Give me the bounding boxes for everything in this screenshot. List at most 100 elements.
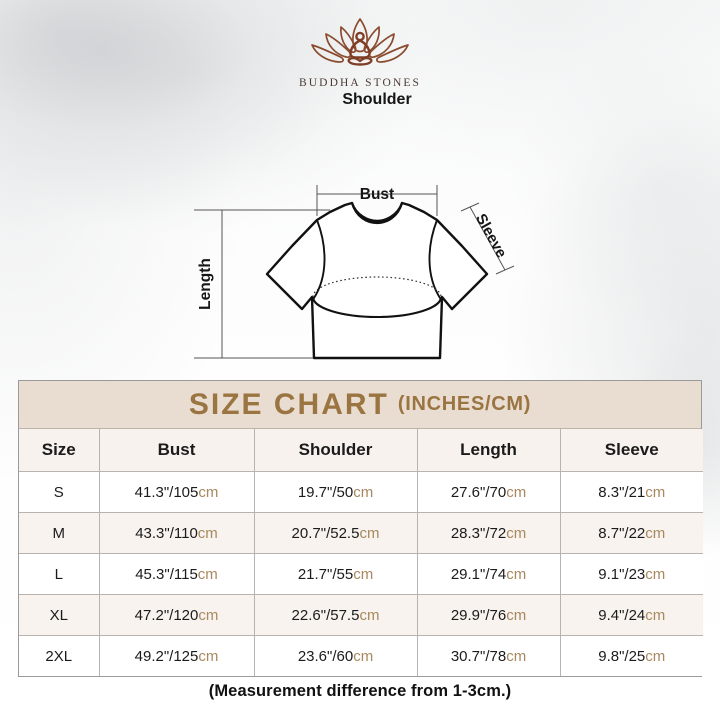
length-value: 30.7"/78 [450,647,507,665]
sleeve-value: 8.3"/21 [598,483,646,501]
cell-sleeve: 8.7"/22cm [559,512,703,554]
sleeve-label: Sleeve [472,211,510,261]
length-label: Length [197,258,214,310]
cell-length: 29.1"/74cm [416,553,561,595]
shoulder-value: 20.7"/52.5 [291,524,360,542]
cell-shoulder: 20.7"/52.5cm [253,512,418,554]
bust-value: 49.2"/125 [134,647,199,665]
size-chart-card: SIZE CHART (INCHES/CM) Size Bust Shoulde… [18,380,703,677]
cell-length: 29.9"/76cm [416,594,561,636]
sleeve-value: 9.4"/24 [598,606,646,624]
bust-ellipse-front [311,296,443,319]
shoulder-value: 22.6"/57.5 [291,606,360,624]
cell-length: 28.3"/72cm [416,512,561,554]
sleeve-value: 9.1"/23 [598,565,646,583]
bust-value: 41.3"/105 [134,483,199,501]
shoulder-label: Shoulder [342,91,411,108]
sleeve-dimension-line [460,202,515,275]
sleeve-unit: cm [645,524,666,542]
length-value: 29.9"/76 [450,606,507,624]
cell-size: 2XL [19,635,100,676]
length-unit: cm [506,647,527,665]
cell-shoulder: 22.6"/57.5cm [253,594,418,636]
bust-unit: cm [197,565,218,583]
table-row: L 45.3"/115cm 21.7"/55cm 29.1"/74cm 9.1"/23c… [19,553,703,595]
length-unit: cm [506,606,527,624]
cell-sleeve: 8.3"/21cm [559,471,703,513]
bust-unit: cm [198,483,219,501]
tshirt-outline-icon: Shoulder Length Sleeve [194,91,515,360]
bust-unit: cm [198,606,219,624]
cell-size: XL [19,594,100,636]
bust-unit: cm [198,647,219,665]
sleeve-unit: cm [645,606,666,624]
cell-shoulder: 21.7"/55cm [253,553,418,595]
table-row: M 43.3"/110cm 20.7"/52.5cm 28.3"/72cm 8.7"/2… [19,512,703,554]
cell-bust: 49.2"/125cm [98,635,255,676]
shoulder-dimension-line [316,185,438,216]
brand-name: BUDDHA STONES [299,77,421,89]
shoulder-value: 19.7"/50 [297,483,354,501]
size-table: Size Bust Shoulder Length Sleeve S 41.3"/… [19,429,703,676]
page-title-units: (INCHES/CM) [397,393,532,415]
column-header-bust: Bust [98,429,255,472]
shoulder-unit: cm [353,483,374,501]
page-title: SIZE CHART [188,387,389,421]
tshirt-body-outline [265,201,489,360]
column-header-shoulder: Shoulder [253,429,418,472]
size-chart-title-band: SIZE CHART (INCHES/CM) [19,381,701,429]
cell-size: S [19,471,100,513]
cell-sleeve: 9.1"/23cm [559,553,703,595]
cell-sleeve: 9.4"/24cm [559,594,703,636]
cell-size: M [19,512,100,554]
cell-bust: 45.3"/115cm [98,553,255,595]
brand-logo: BUDDHA STONES [0,12,720,89]
cell-shoulder: 23.6"/60cm [253,635,418,676]
cell-bust: 43.3"/110cm [98,512,255,554]
cell-sleeve: 9.8"/25cm [559,635,703,676]
table-row: 2XL 49.2"/125cm 23.6"/60cm 30.7"/78cm 9.8"/2… [19,635,703,676]
cell-bust: 47.2"/120cm [98,594,255,636]
cell-bust: 41.3"/105cm [98,471,255,513]
length-unit: cm [506,524,527,542]
shoulder-unit: cm [353,565,374,583]
table-header-row: Size Bust Shoulder Length Sleeve [19,429,703,472]
table-row: S 41.3"/105cm 19.7"/50cm 27.6"/70cm 8.3"/21c… [19,471,703,513]
cell-shoulder: 19.7"/50cm [253,471,418,513]
shoulder-unit: cm [359,524,380,542]
column-header-size: Size [19,429,100,472]
shoulder-value: 21.7"/55 [297,565,354,583]
bust-value: 45.3"/115 [135,565,198,583]
shoulder-value: 23.6"/60 [297,647,354,665]
cell-length: 27.6"/70cm [416,471,561,513]
neckline-outline [350,201,404,225]
length-unit: cm [506,565,527,583]
bust-value: 43.3"/110 [135,524,198,542]
length-value: 29.1"/74 [450,565,507,583]
sleeve-value: 8.7"/22 [598,524,646,542]
bust-value: 47.2"/120 [134,606,199,624]
cell-size: L [19,553,100,595]
right-sleeve-seam [428,219,441,299]
sleeve-unit: cm [645,647,666,665]
length-unit: cm [506,483,527,501]
shoulder-unit: cm [353,647,374,665]
table-row: XL 47.2"/120cm 22.6"/57.5cm 29.9"/76cm 9.4"/… [19,594,703,636]
sleeve-value: 9.8"/25 [598,647,646,665]
lotus-meditation-icon [311,18,409,66]
left-sleeve-seam [313,219,326,299]
length-dimension-line [194,209,330,359]
sleeve-unit: cm [645,565,666,583]
bust-unit: cm [197,524,218,542]
length-value: 28.3"/72 [450,524,507,542]
garment-measurement-diagram: Shoulder Length Sleeve [0,86,720,376]
measurement-note: (Measurement difference from 1-3cm.) [208,682,512,700]
shoulder-unit: cm [359,606,380,624]
column-header-sleeve: Sleeve [559,429,703,472]
size-table-body: S 41.3"/105cm 19.7"/50cm 27.6"/70cm 8.3"/21c… [19,471,703,676]
length-value: 27.6"/70 [450,483,507,501]
sleeve-unit: cm [645,483,666,501]
column-header-length: Length [416,429,561,472]
size-table-header: Size Bust Shoulder Length Sleeve [19,429,703,472]
